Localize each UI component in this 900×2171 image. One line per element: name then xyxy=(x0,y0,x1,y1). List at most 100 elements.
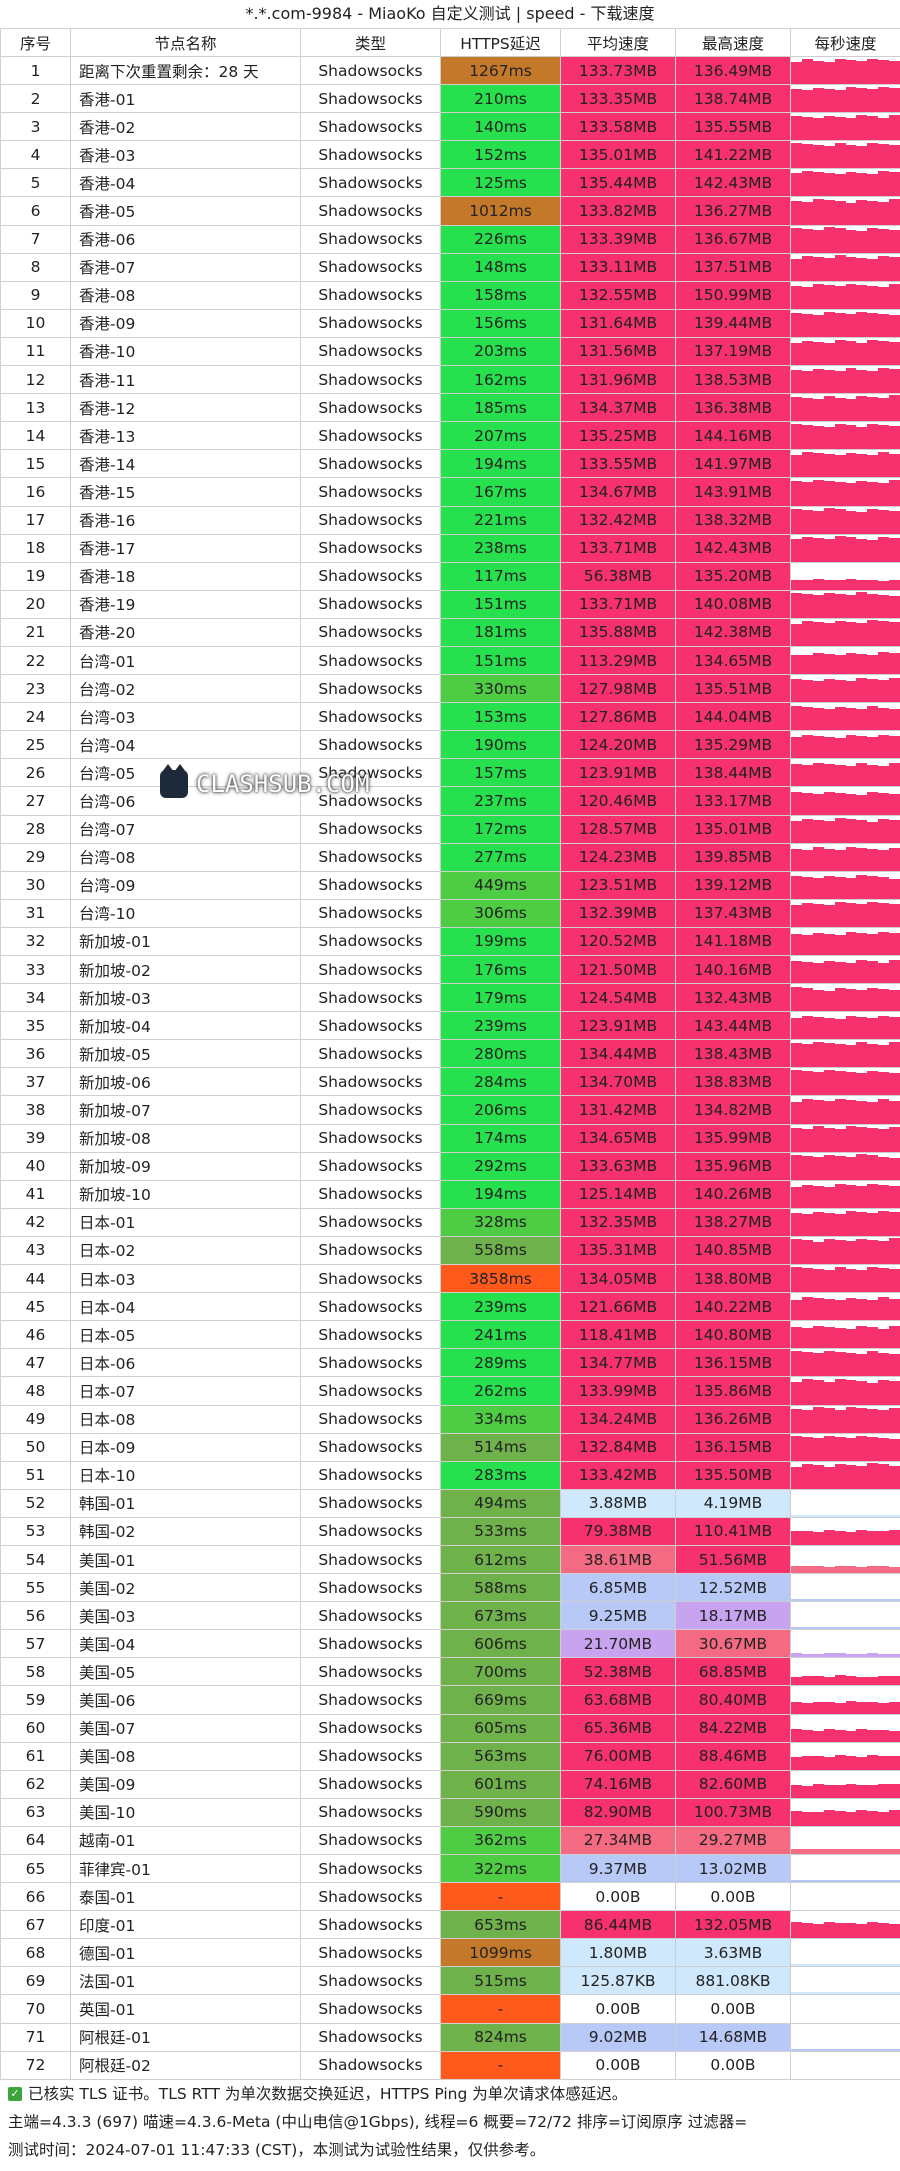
per-second-bar xyxy=(823,61,835,84)
per-second-bar xyxy=(801,849,813,871)
per-second-bar xyxy=(791,454,802,477)
cell-per-second-speed xyxy=(790,1685,900,1715)
table-row: 11 香港-10 Shadowsocks 203ms 131.56MB 137.19MB xyxy=(0,336,900,367)
per-second-bar xyxy=(823,1435,835,1461)
per-second-bar xyxy=(823,1212,835,1236)
cell-index: 15 xyxy=(0,449,71,479)
per-second-bar xyxy=(791,987,802,1011)
cell-avg-speed: 133.39MB xyxy=(560,224,676,254)
cell-per-second-speed xyxy=(790,1853,900,1884)
per-second-bar xyxy=(856,199,868,225)
cell-type: Shadowsocks xyxy=(300,2050,441,2080)
per-second-bar xyxy=(845,1297,857,1320)
per-second-bar xyxy=(867,821,879,843)
cell-max-speed: 136.15MB xyxy=(675,1348,791,1378)
per-second-bar xyxy=(889,1730,900,1742)
per-second-bar xyxy=(812,1100,824,1124)
per-second-bar xyxy=(878,1464,890,1489)
per-second-bar xyxy=(812,1268,824,1292)
per-second-bar xyxy=(867,1213,879,1236)
per-second-bar xyxy=(867,1351,879,1376)
per-second-bar xyxy=(801,877,813,899)
per-second-bar xyxy=(823,481,835,505)
cell-node-name: 新加坡-01 xyxy=(70,926,301,957)
table-row: 14 香港-13 Shadowsocks 207ms 135.25MB 144.16MB xyxy=(0,421,900,451)
per-second-bar xyxy=(845,1675,857,1685)
per-second-bar xyxy=(823,1992,835,1994)
cell-per-second-speed xyxy=(790,224,900,254)
cell-per-second-speed xyxy=(790,2050,900,2080)
per-second-bars xyxy=(791,1856,900,1882)
per-second-bar xyxy=(823,933,835,955)
cell-avg-speed: 131.56MB xyxy=(560,336,676,367)
per-second-bars xyxy=(791,114,900,140)
per-second-bar xyxy=(845,1653,857,1657)
cell-latency: 185ms xyxy=(440,393,561,423)
per-second-bar xyxy=(856,1599,868,1601)
cell-avg-speed: 133.63MB xyxy=(560,1151,676,1181)
cell-node-name: 日本-06 xyxy=(70,1348,301,1378)
per-second-bar xyxy=(823,172,835,196)
per-second-bar xyxy=(812,283,824,309)
per-second-bar xyxy=(845,398,857,421)
per-second-bar xyxy=(878,1185,890,1208)
per-second-bar xyxy=(834,116,846,140)
table-row: 35 新加坡-04 Shadowsocks 239ms 123.91MB 143.44MB xyxy=(0,1011,900,1041)
per-second-bar xyxy=(845,1879,857,1882)
per-second-bar xyxy=(823,285,835,309)
per-second-bar xyxy=(801,1785,813,1798)
per-second-bar xyxy=(834,792,846,815)
cell-type: Shadowsocks xyxy=(300,1713,441,1743)
table-row: 24 台湾-03 Shadowsocks 153ms 127.86MB 144.04MB xyxy=(0,702,900,732)
cell-max-speed: 140.08MB xyxy=(675,589,791,619)
cell-node-name: 香港-19 xyxy=(70,589,301,619)
per-second-bar xyxy=(812,1438,824,1461)
per-second-bar xyxy=(801,988,813,1011)
per-second-bar xyxy=(867,142,879,168)
per-second-bar xyxy=(834,988,846,1011)
cell-max-speed: 110.41MB xyxy=(675,1516,791,1546)
per-second-bar xyxy=(812,1241,824,1264)
per-second-bar xyxy=(867,1155,879,1180)
cell-latency: 207ms xyxy=(440,421,561,451)
per-second-bar xyxy=(834,1729,846,1742)
cell-latency: 328ms xyxy=(440,1207,561,1237)
table-row: 56 美国-03 Shadowsocks 673ms 9.25MB 18.17MB xyxy=(0,1601,900,1631)
per-second-bar xyxy=(801,313,813,337)
per-second-bar xyxy=(791,142,802,168)
table-row: 32 新加坡-01 Shadowsocks 199ms 120.52MB 141.18MB xyxy=(0,926,900,957)
cell-max-speed: 30.67MB xyxy=(675,1629,791,1659)
per-second-bar xyxy=(834,1514,846,1517)
per-second-bar xyxy=(856,933,868,955)
per-second-bars xyxy=(791,338,900,365)
cell-per-second-speed xyxy=(790,168,900,198)
cell-per-second-speed xyxy=(790,1376,900,1406)
table-row: 17 香港-16 Shadowsocks 221ms 132.42MB 138.32MB xyxy=(0,505,900,535)
per-second-bars xyxy=(791,676,900,702)
per-second-bar xyxy=(845,1531,857,1545)
cell-per-second-speed xyxy=(790,926,900,957)
per-second-bar xyxy=(856,1992,868,1994)
cell-avg-speed: 9.25MB xyxy=(560,1601,676,1631)
cell-per-second-speed xyxy=(790,1067,900,1097)
per-second-bar xyxy=(845,1072,857,1095)
per-second-bar xyxy=(801,1214,813,1236)
per-second-bar xyxy=(823,369,835,393)
cell-per-second-speed xyxy=(790,842,900,872)
cell-type: Shadowsocks xyxy=(300,1601,441,1631)
cell-latency: 588ms xyxy=(440,1573,561,1603)
per-second-bar xyxy=(878,144,890,168)
per-second-bar xyxy=(791,593,802,618)
per-second-bars xyxy=(791,1603,900,1629)
cell-per-second-speed xyxy=(790,1207,900,1237)
cell-node-name: 越南-01 xyxy=(70,1825,301,1856)
cell-avg-speed: 132.35MB xyxy=(560,1207,676,1237)
per-second-bar xyxy=(889,1126,900,1152)
per-second-bar xyxy=(867,580,879,590)
per-second-bars xyxy=(791,58,900,84)
table-row: 72 阿根廷-02 Shadowsocks -0.00B 0.00B xyxy=(0,2050,900,2080)
per-second-bar xyxy=(856,61,868,84)
per-second-bar xyxy=(889,284,900,309)
per-second-bar xyxy=(812,315,824,337)
cell-node-name: 香港-16 xyxy=(70,505,301,535)
